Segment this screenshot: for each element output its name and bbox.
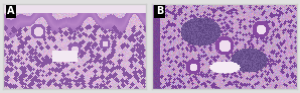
Text: B: B	[156, 6, 163, 16]
Text: A: A	[7, 6, 15, 16]
